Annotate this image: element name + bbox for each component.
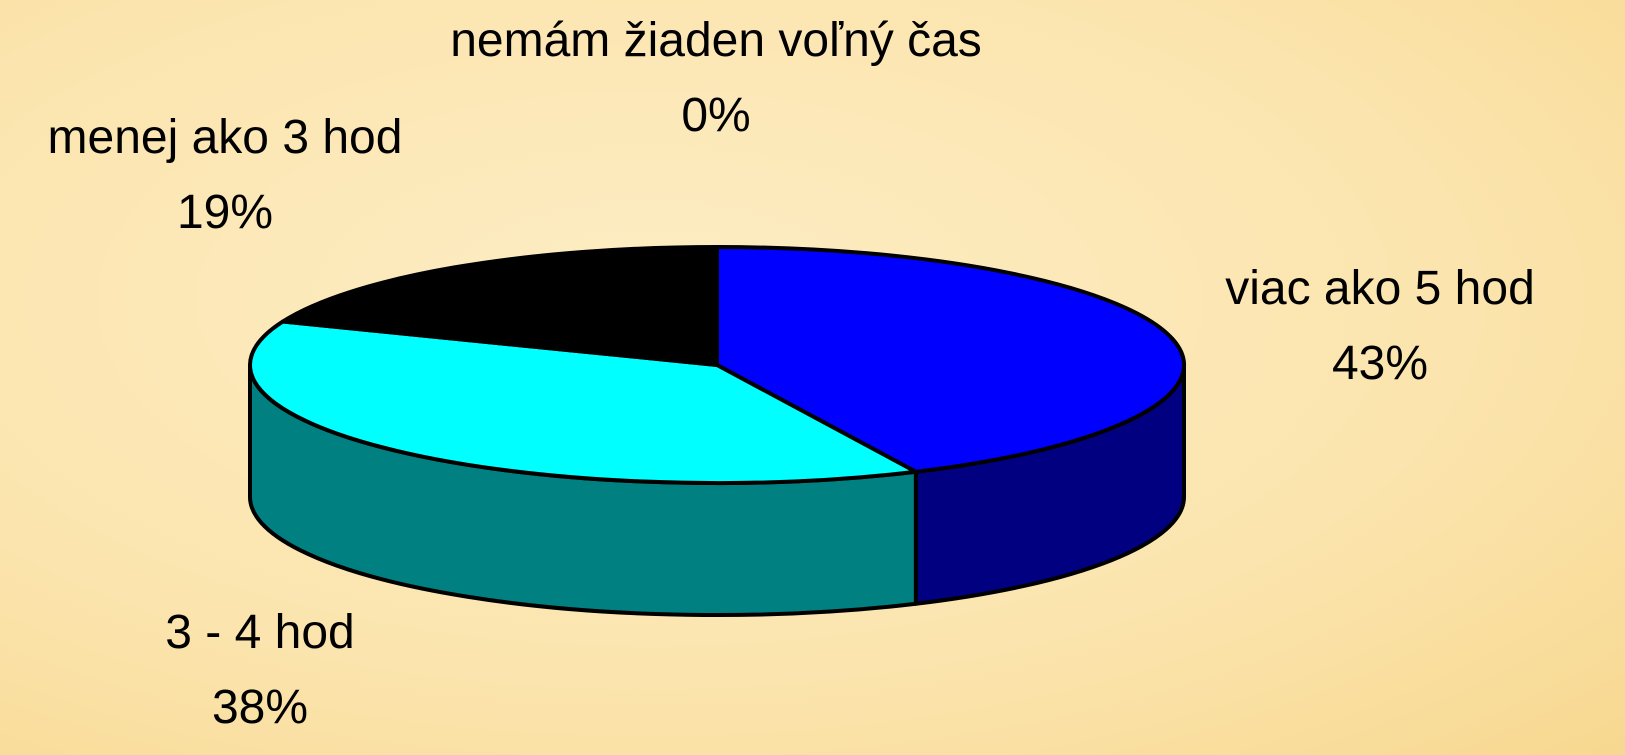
value-label: 43% — [1220, 326, 1540, 401]
pie-tops — [250, 247, 1184, 483]
value-label: 19% — [0, 175, 450, 250]
category-label: menej ako 3 hod — [0, 100, 450, 175]
value-label: 0% — [446, 78, 986, 153]
category-label: 3 - 4 hod — [100, 595, 420, 670]
category-label: viac ako 5 hod — [1220, 251, 1540, 326]
value-label: 38% — [100, 670, 420, 745]
page: viac ako 5 hod43% 3 - 4 hod38% menej ako 3… — [0, 0, 1625, 755]
category-label: nemám žiaden voľný čas — [446, 3, 986, 78]
